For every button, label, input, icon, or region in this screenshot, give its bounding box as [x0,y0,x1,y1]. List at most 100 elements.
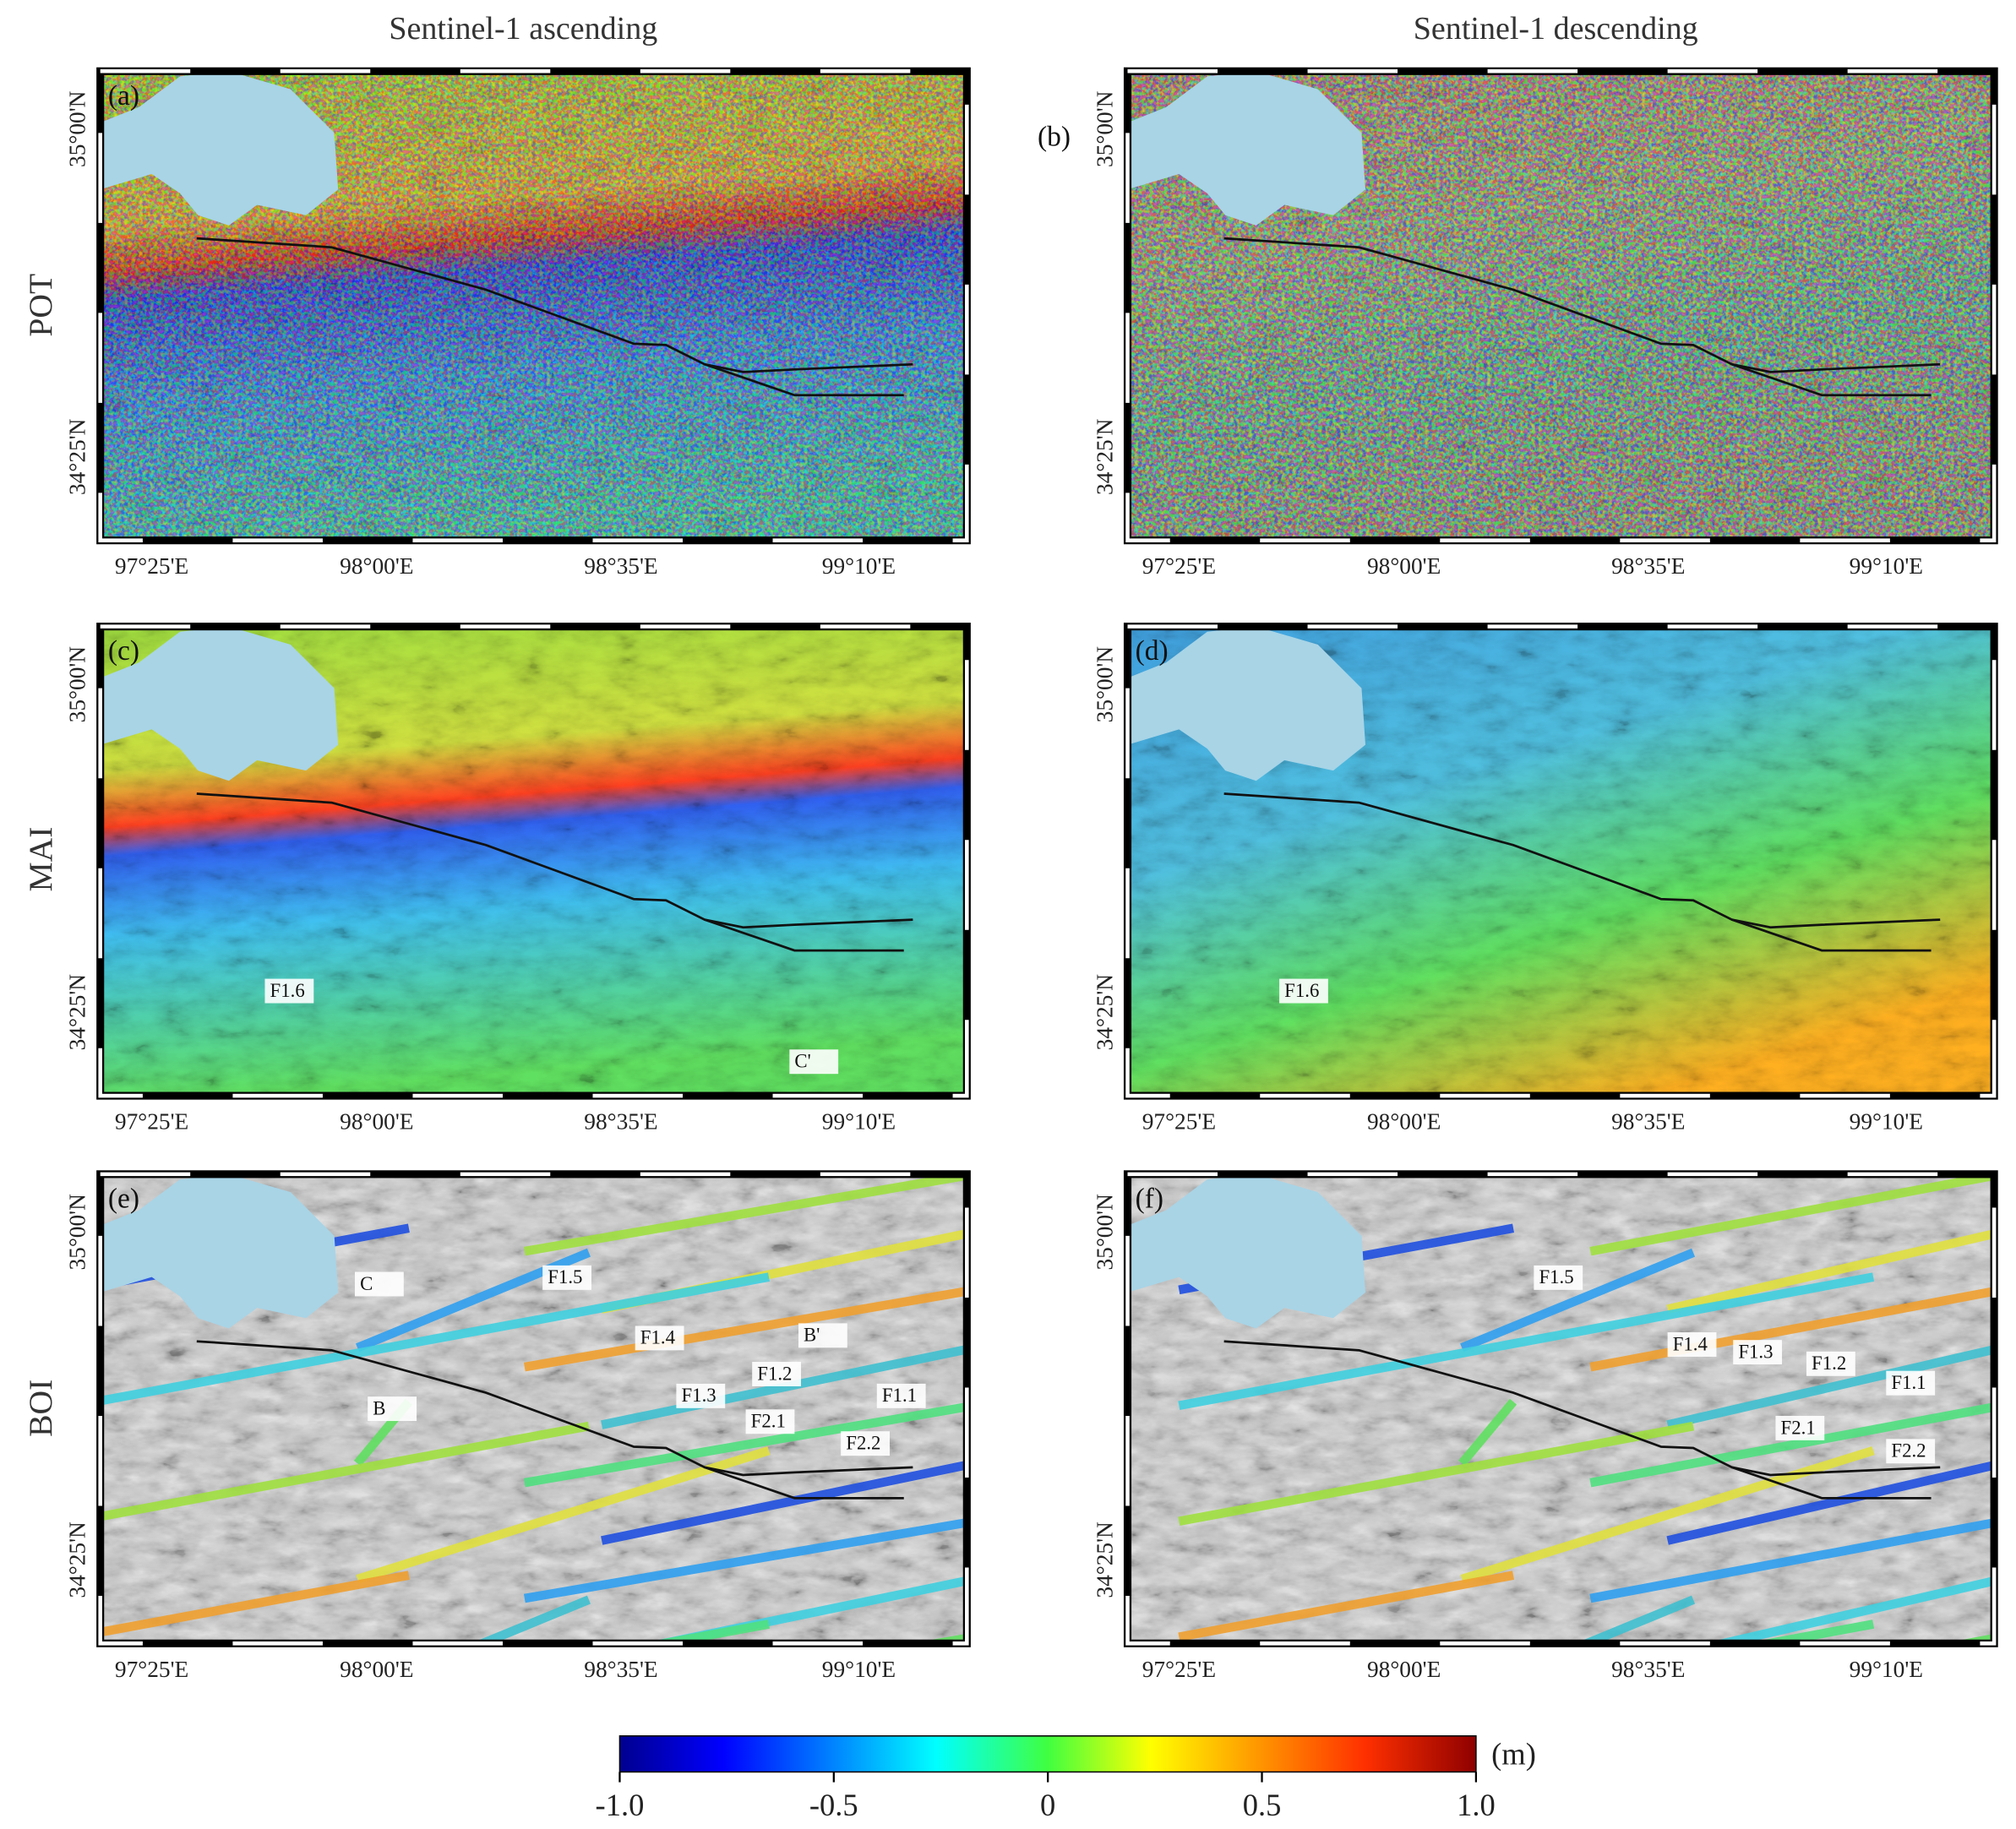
fault-trace [1223,237,1941,373]
fault-label: F1.4 [1673,1333,1708,1354]
swath [523,1517,967,1603]
map-panel [1127,71,1995,541]
annotation-box [1886,1370,1936,1396]
lon-tick-label: 97°25'E [1142,1657,1216,1682]
fault-label: B' [804,1325,820,1346]
lon-tick-label: 97°25'E [115,1657,188,1682]
lon-tick-label: 98°35'E [584,1657,657,1682]
colorbar-tick-label: 0.5 [1243,1788,1282,1822]
fault-label: F1.5 [1539,1266,1573,1287]
lat-tick-label: 34°25'N [64,418,90,495]
annotation-box [368,1396,417,1422]
panel-label: (f) [1136,1183,1163,1214]
lon-tick-label: 98°00'E [340,553,413,579]
swath [1703,1576,1995,1644]
annotation-box [752,1362,802,1386]
annotation-box [1534,1265,1583,1290]
fault-trace [196,1340,913,1477]
row-label: POT [22,274,59,337]
panel-label: (a) [108,80,139,112]
lake [100,71,339,226]
lake [100,1173,339,1329]
swath [1666,1344,1995,1429]
swath [471,1595,591,1644]
lon-tick-label: 99°10'E [822,1657,896,1682]
swath [1575,1595,1696,1644]
annotation-box [1886,1439,1936,1464]
map-panel [100,626,967,1097]
annotation-box [1279,978,1328,1004]
colorbar-tick-label: 0 [1040,1788,1055,1822]
swath [1458,1398,1517,1467]
fault-trace [196,237,913,373]
swath [523,1402,967,1488]
swath [1460,1248,1696,1353]
frame-ticks [1125,624,1997,1098]
lon-tick-label: 99°10'E [1850,1109,1923,1135]
fault-trace [196,792,913,929]
fault-label: F2.2 [1891,1440,1926,1462]
annotation-box [798,1323,847,1348]
lon-tick-label: 97°25'E [115,1109,188,1135]
lon-tick-label: 98°00'E [1367,1657,1441,1682]
lon-tick-label: 98°35'E [1611,1657,1685,1682]
column-title: Sentinel-1 ascending [389,11,657,46]
lat-tick-label: 34°25'N [1092,418,1117,495]
swath [100,1570,410,1637]
lon-tick-label: 98°00'E [1367,1109,1441,1135]
annotation-box [841,1431,891,1456]
lake [100,626,339,781]
fault-trace [704,1466,904,1500]
row-label: MAI [22,827,59,892]
lon-tick-label: 98°00'E [340,1109,413,1135]
map-panel [1127,1173,1995,1644]
fault-label: F1.1 [1891,1372,1926,1393]
fault-label: F1.5 [548,1266,582,1287]
lat-tick-label: 35°00'N [1092,646,1117,723]
lake [1127,71,1366,226]
annotation-box [354,1271,404,1297]
fault-trace [1223,1340,1941,1477]
lat-tick-label: 35°00'N [1092,1194,1117,1271]
fault-label: F1.6 [1284,980,1319,1001]
swath [523,1173,967,1256]
annotation-box [789,1049,839,1075]
fault-trace [1731,918,1932,952]
lat-tick-label: 34°25'N [64,1521,90,1598]
lon-tick-label: 98°00'E [340,1657,413,1682]
annotation-box [542,1265,591,1290]
annotation-box [635,1325,684,1351]
lake [1127,1173,1366,1329]
swath [601,1460,967,1545]
lat-tick-label: 34°25'N [64,974,90,1051]
annotation-box [1733,1340,1783,1365]
lon-tick-label: 97°25'E [1142,553,1216,579]
annotation-box [1806,1351,1855,1376]
swath [641,1576,967,1644]
frame-ticks [98,68,969,542]
lon-tick-label: 98°35'E [1611,1109,1685,1135]
lat-tick-label: 34°25'N [1092,974,1117,1051]
colorbar-tick-label: 1.0 [1457,1788,1496,1822]
fault-label: F1.3 [1738,1341,1773,1362]
fault-trace [1731,1466,1932,1500]
lat-tick-label: 35°00'N [64,646,90,723]
lon-tick-label: 98°35'E [584,553,657,579]
fault-label: F1.3 [681,1385,716,1406]
fault-label: F1.4 [640,1327,676,1348]
swath [1589,1402,1995,1488]
fault-trace [704,362,904,397]
fault-label: F2.2 [846,1433,880,1454]
lon-tick-label: 97°25'E [1142,1109,1216,1135]
lon-tick-label: 98°35'E [584,1109,657,1135]
colorbar-tick-label: -0.5 [809,1788,858,1822]
fault-label: F1.6 [270,980,305,1001]
annotation-box [1667,1332,1717,1357]
swath [1589,1518,1995,1603]
fault-trace [704,918,904,952]
fault-label: F2.1 [751,1411,786,1432]
lake [1127,626,1366,781]
fault-label: B [373,1397,385,1418]
swath [1666,1228,1995,1314]
column-title: Sentinel-1 descending [1414,11,1698,46]
